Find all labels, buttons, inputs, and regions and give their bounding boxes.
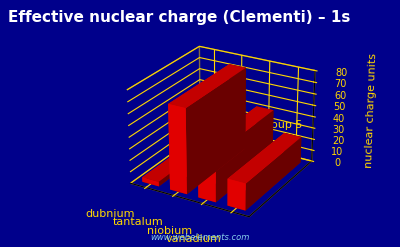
Text: Effective nuclear charge (Clementi) – 1s: Effective nuclear charge (Clementi) – 1s — [8, 10, 350, 25]
Text: www.webelements.com: www.webelements.com — [150, 233, 250, 242]
